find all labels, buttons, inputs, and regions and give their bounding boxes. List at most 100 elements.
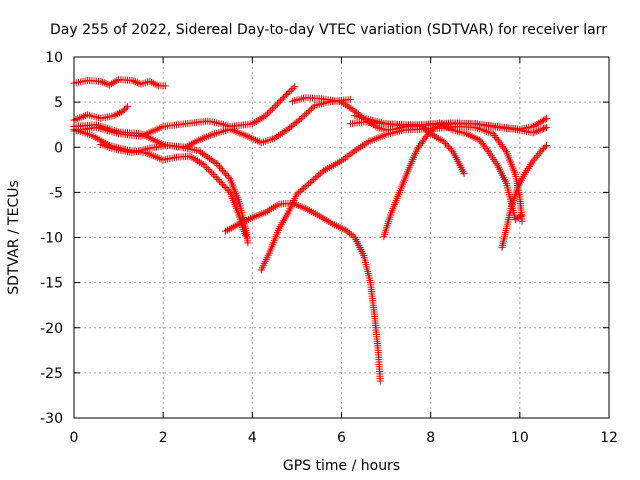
data-point-marker: [543, 141, 551, 149]
data-point-marker: [289, 84, 297, 92]
data-point-marker: [313, 173, 321, 181]
data-point-marker: [420, 136, 428, 144]
data-point-marker: [209, 171, 217, 179]
data-point-marker: [204, 153, 212, 161]
data-point-marker: [223, 171, 231, 179]
data-point-marker: [206, 154, 214, 162]
x-tick-label: 4: [248, 430, 257, 446]
data-point-marker: [195, 147, 203, 155]
data-point-marker: [489, 130, 497, 138]
data-point-marker: [301, 111, 309, 119]
data-point-marker: [153, 81, 161, 89]
data-point-marker: [494, 137, 502, 145]
data-point-marker: [376, 377, 384, 385]
y-tick-label: -30: [40, 411, 63, 427]
data-point-marker: [531, 128, 539, 136]
data-point-marker: [307, 105, 315, 113]
data-point-marker: [418, 138, 426, 146]
x-tick-label: 12: [600, 430, 618, 446]
data-point-marker: [298, 186, 306, 194]
data-point-marker: [306, 178, 314, 186]
data-point-marker: [204, 165, 212, 173]
data-point-marker: [219, 180, 227, 188]
data-point-marker: [281, 92, 289, 100]
data-point-marker: [447, 146, 455, 154]
tick-labels: 0 2 4 6 8 10 12 -30 -25 -20 -15 -10 -5 0 5 10: [40, 50, 618, 446]
data-point-marker: [148, 78, 156, 86]
x-axis-label: GPS time / hours: [283, 458, 400, 474]
data-point-marker: [161, 82, 169, 90]
series-track-1: [70, 76, 169, 90]
series-track-5: [70, 125, 250, 240]
data-point-marker: [121, 106, 129, 114]
data-point-marker: [303, 181, 311, 189]
data-point-marker: [415, 143, 423, 151]
data-point-marker: [220, 168, 228, 176]
data-point-marker: [541, 143, 549, 151]
x-tick-label: 6: [337, 430, 346, 446]
data-point-marker: [216, 177, 224, 185]
data-point-marker: [214, 161, 222, 169]
data-point-marker: [296, 187, 304, 195]
data-point-marker: [518, 217, 526, 225]
data-point-marker: [280, 94, 288, 102]
data-point-marker: [498, 142, 506, 150]
data-point-marker: [122, 104, 130, 112]
data-point-marker: [244, 239, 252, 247]
data-point-marker: [286, 88, 294, 96]
data-point-marker: [149, 79, 157, 87]
data-point-marker: [535, 119, 543, 127]
data-point-marker: [496, 139, 504, 147]
data-point-marker: [213, 159, 221, 167]
data-point-marker: [223, 185, 231, 193]
data-point-marker: [219, 166, 227, 174]
x-tick-label: 0: [70, 430, 79, 446]
data-point-marker: [442, 139, 450, 147]
data-point-marker: [242, 232, 250, 240]
data-point-marker: [346, 95, 354, 103]
y-tick-label: 10: [45, 50, 63, 66]
data-point-marker: [342, 226, 350, 234]
grid: [74, 57, 609, 418]
data-point-marker: [536, 126, 544, 134]
data-point-marker: [265, 108, 273, 116]
data-point-marker: [297, 114, 305, 122]
data-point-marker: [296, 116, 304, 124]
data-point-marker: [446, 144, 454, 152]
data-point-marker: [529, 157, 537, 165]
series-track-13: [436, 119, 526, 223]
data-point-marker: [500, 144, 508, 152]
data-point-marker: [300, 184, 308, 192]
data-point-marker: [531, 155, 539, 163]
data-point-marker: [318, 168, 326, 176]
data-point-marker: [428, 126, 436, 134]
data-point-marker: [222, 184, 230, 192]
data-point-marker: [492, 133, 500, 141]
data-point-marker: [535, 150, 543, 158]
data-point-marker: [535, 127, 543, 135]
data-point-marker: [273, 100, 281, 108]
series-track-2: [70, 103, 131, 124]
series-track-14: [498, 141, 551, 251]
data-point-marker: [543, 123, 551, 131]
data-point-marker: [304, 108, 312, 116]
data-point-marker: [501, 146, 509, 154]
data-point-marker: [99, 78, 107, 86]
data-point-marker: [203, 164, 211, 172]
data-point-marker: [112, 111, 120, 119]
data-point-marker: [538, 125, 546, 133]
data-point-marker: [299, 113, 307, 121]
data-point-marker: [130, 77, 138, 85]
data-point-marker: [445, 143, 452, 151]
data-point-marker: [277, 97, 285, 105]
data-point-marker: [200, 151, 208, 159]
data-point-marker: [295, 189, 303, 197]
data-point-marker: [206, 167, 214, 175]
data-point-marker: [534, 151, 542, 159]
data-point-marker: [209, 157, 217, 165]
data-point-marker: [113, 77, 121, 85]
data-point-marker: [222, 170, 230, 178]
data-point-marker: [302, 110, 310, 118]
data-point-marker: [422, 132, 430, 140]
